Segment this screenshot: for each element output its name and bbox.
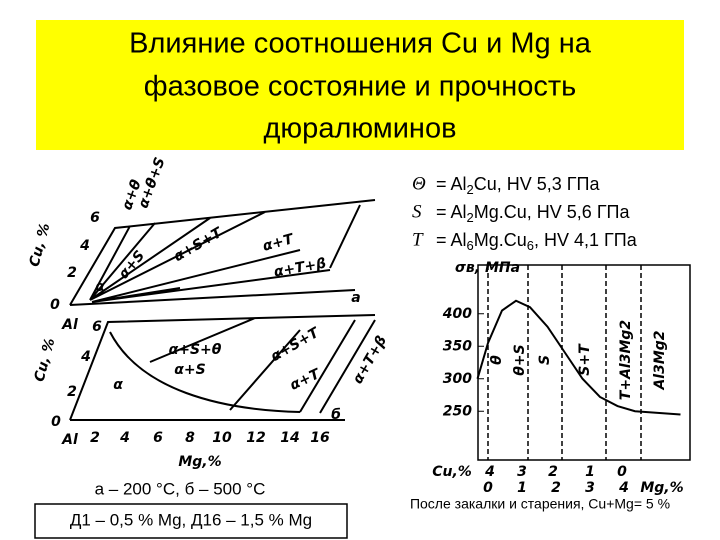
diagram-b: [69, 314, 376, 421]
phase-label: а: [351, 290, 360, 306]
phase-label: 6: [153, 430, 163, 446]
phase-label: 4: [119, 430, 130, 446]
formula-part: Cu, HV 5,3 ГПа: [474, 174, 601, 194]
phase-symbol: Θ: [412, 173, 426, 194]
phase-formula: = Al2Cu, HV 5,3 ГПа: [436, 174, 600, 198]
diagram-a: [69, 199, 376, 306]
phase-label: α: [113, 377, 123, 393]
mg-label: 1: [517, 480, 527, 496]
chart-frame: [477, 264, 691, 461]
phase-label: α+T: [288, 366, 324, 394]
mg-label: 2: [551, 480, 561, 496]
alloys-box: [34, 503, 348, 539]
phase-label: 4: [79, 238, 90, 254]
phase-label: Cu, %: [32, 336, 59, 383]
phase-label: α+S: [174, 362, 205, 378]
phase-label: Mg,%: [178, 454, 221, 470]
mg-label: 0: [483, 480, 493, 496]
phase-label: 14: [280, 430, 299, 446]
phase-label: α+T: [261, 231, 296, 255]
phase-label: α+T+β: [350, 333, 390, 387]
title-line: дюралюминов: [264, 113, 457, 145]
y-tick-label: 250: [443, 403, 472, 419]
title-line: Влияние соотношения Cu и Mg на: [129, 28, 592, 60]
phase-label: 12: [246, 430, 265, 446]
phase-label: α+S+T: [171, 224, 226, 265]
phase-label: 2: [90, 430, 100, 446]
formula-part: , HV 4,1 ГПа: [534, 230, 638, 250]
phase-label: Al: [61, 317, 78, 333]
phase-label: 8: [185, 430, 195, 446]
mg-label: 3: [585, 480, 595, 496]
phase-label: 16: [310, 430, 330, 446]
phase-boundaries: [487, 265, 642, 460]
phase-label: 2: [67, 384, 77, 400]
phase-label: T+Al3Mg2: [618, 320, 634, 400]
subscript: 6: [527, 238, 534, 253]
y-tick-label: 400: [442, 306, 472, 322]
phase-label: 0: [51, 414, 61, 430]
formula-part: Mg.Cu: [474, 230, 527, 250]
phase-label: 4: [80, 349, 91, 365]
y-tick-label: 300: [443, 371, 472, 387]
phase-label: Al3Mg2: [652, 330, 668, 390]
cu-label: 1: [585, 464, 595, 480]
phase-label: S: [537, 355, 553, 365]
phase-formula: = Al6Mg.Cu6, HV 4,1 ГПа: [436, 230, 638, 254]
phase-symbol: T: [412, 229, 424, 250]
phase-label: 10: [212, 430, 232, 446]
phase-label: 0: [50, 297, 60, 313]
phase-label: Al: [61, 432, 78, 448]
phase-label: α+S+θ: [169, 342, 222, 358]
phase-label: θ: [489, 355, 505, 365]
phase-label: α+S: [116, 248, 148, 282]
alloys-text: Д1 – 0,5 % Mg, Д16 – 1,5 % Mg: [70, 510, 312, 529]
y-tick-label: 350: [443, 338, 472, 354]
y-axis-label: σв, МПа: [455, 260, 520, 276]
chart-caption: После закалки и старения, Cu+Mg= 5 %: [410, 496, 670, 512]
cu-label: 4: [484, 464, 495, 480]
cu-label: 0: [617, 464, 627, 480]
phase-label: α+T+β: [273, 256, 328, 281]
formula-part: = Al: [436, 230, 467, 250]
phase-label: 2: [67, 265, 77, 281]
formula-part: = Al: [436, 202, 467, 222]
phase-label: S+T: [577, 343, 593, 376]
subscript: 6: [467, 238, 474, 253]
title-box: [36, 20, 684, 150]
strength-curve: [476, 299, 681, 416]
phase-label: б: [331, 407, 341, 423]
phase-label: θ+S: [512, 344, 528, 375]
phase-label: α: [95, 279, 105, 295]
phase-label: Cu, %: [27, 221, 54, 268]
phase-label: 6: [90, 210, 100, 226]
formula-part: Mg.Cu, HV 5,6 ГПа: [474, 202, 631, 222]
title-line: фазовое состояние и прочность: [144, 71, 577, 103]
subscript: 2: [467, 182, 474, 197]
phase-label: 6: [92, 319, 102, 335]
phase-label: α+S+T: [268, 324, 323, 365]
mg-label: 4: [618, 480, 629, 496]
cu-label: Cu,%: [432, 464, 472, 480]
subscript: 2: [467, 210, 474, 225]
phase-formula: = Al2Mg.Cu, HV 5,6 ГПа: [436, 202, 630, 226]
temperature-caption: а – 200 °С, б – 500 °С: [95, 479, 266, 498]
cu-label: 2: [548, 464, 558, 480]
formula-part: = Al: [436, 174, 467, 194]
mg-label: Mg,%: [640, 480, 683, 496]
phase-symbol: S: [412, 201, 422, 222]
cu-label: 3: [517, 464, 527, 480]
